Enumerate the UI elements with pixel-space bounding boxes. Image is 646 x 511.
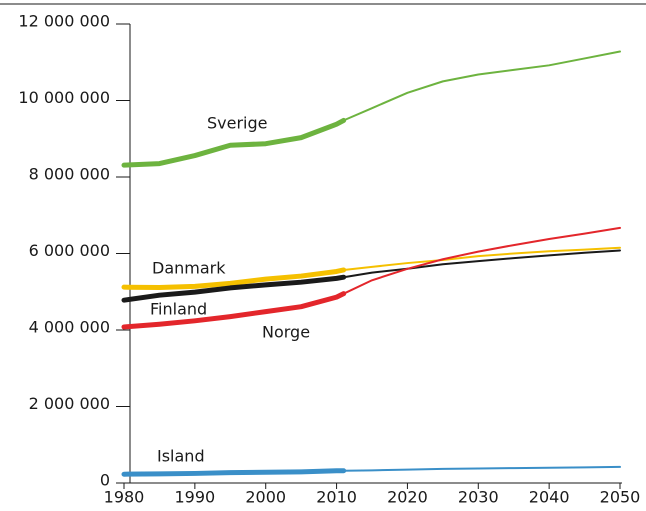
x-tick-label: 2030 — [458, 488, 499, 507]
x-tick-label: 2040 — [529, 488, 570, 507]
projection-line — [342, 226, 621, 295]
series-label: Finland — [150, 300, 207, 319]
historical-line — [121, 468, 347, 477]
y-tick-label: 6 000 000 — [29, 241, 110, 260]
y-tick-label: 8 000 000 — [29, 165, 110, 184]
x-tick-label: 1980 — [104, 488, 145, 507]
x-tick-label: 2050 — [600, 488, 641, 507]
series-label: Danmark — [152, 259, 226, 278]
projection-line — [342, 465, 621, 472]
series-label: Norge — [262, 323, 310, 342]
y-tick-label: 12 000 000 — [18, 12, 110, 31]
y-tick-label: 0 — [100, 471, 110, 490]
projection-line — [342, 50, 621, 122]
projection-line — [342, 249, 621, 279]
series-label: Island — [157, 447, 205, 466]
historical-line — [121, 267, 347, 291]
x-tick-label: 2010 — [316, 488, 357, 507]
y-tick-label: 2 000 000 — [29, 394, 110, 413]
y-tick-label: 10 000 000 — [18, 88, 110, 107]
historical-line — [121, 291, 347, 330]
y-tick-label: 4 000 000 — [29, 318, 110, 337]
historical-line — [121, 117, 347, 168]
x-tick-label: 2000 — [245, 488, 286, 507]
historical-line — [121, 274, 347, 303]
series-label: Sverige — [207, 114, 268, 133]
projection-line — [342, 246, 621, 271]
x-tick-label: 1990 — [174, 488, 215, 507]
x-tick-label: 2020 — [387, 488, 428, 507]
